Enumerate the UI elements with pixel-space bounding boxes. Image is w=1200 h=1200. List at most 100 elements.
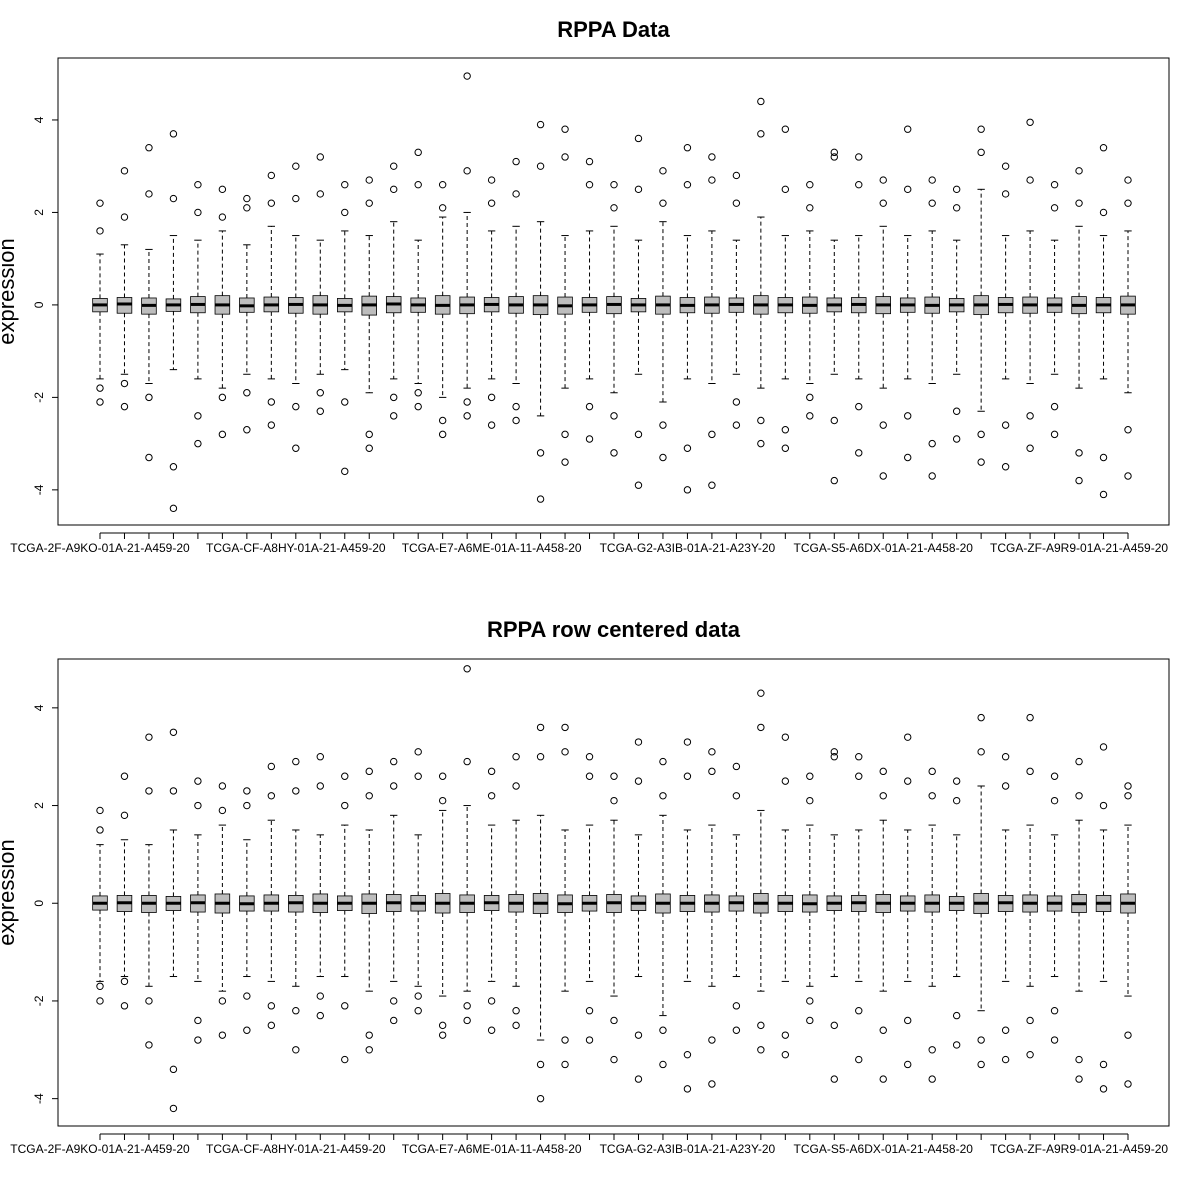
- outlier: [879, 176, 887, 184]
- outlier: [610, 1016, 618, 1025]
- outlier: [732, 1026, 741, 1034]
- outlier: [316, 190, 324, 198]
- outlier: [1050, 204, 1059, 212]
- outlier: [390, 412, 398, 420]
- outlier: [414, 148, 422, 157]
- outlier: [1001, 782, 1010, 790]
- outlier: [390, 997, 398, 1005]
- outlier: [830, 1075, 838, 1083]
- outlier: [659, 199, 667, 207]
- outlier: [659, 792, 667, 800]
- outlier: [341, 208, 349, 217]
- outlier: [390, 393, 398, 402]
- outlier: [879, 421, 887, 429]
- outlier: [952, 204, 961, 212]
- outlier: [1124, 782, 1132, 790]
- outlier: [145, 787, 153, 795]
- outlier: [512, 1007, 520, 1015]
- x-tick-label: TCGA-G2-A3IB-01A-21-A23Y-20: [600, 1142, 776, 1156]
- outlier: [1124, 199, 1132, 207]
- outlier: [634, 1031, 643, 1039]
- outlier: [977, 148, 985, 157]
- outlier: [169, 728, 178, 736]
- outlier: [512, 190, 520, 198]
- outlier: [585, 180, 594, 189]
- outlier: [194, 208, 202, 217]
- outlier: [243, 992, 251, 1000]
- outlier: [487, 199, 496, 207]
- outlier: [1050, 1036, 1059, 1044]
- outlier: [169, 194, 178, 203]
- outlier: [1026, 444, 1034, 452]
- outlier: [145, 144, 153, 152]
- y-tick-label: 4: [32, 704, 46, 711]
- y-tick-label: -4: [32, 484, 46, 495]
- outlier: [855, 1007, 863, 1015]
- outlier: [732, 199, 741, 207]
- outlier: [683, 1085, 692, 1093]
- outlier: [316, 782, 324, 790]
- outlier: [438, 1031, 447, 1039]
- outlier: [879, 792, 887, 800]
- outlier: [169, 504, 178, 513]
- outlier: [708, 481, 716, 489]
- outlier: [120, 402, 129, 411]
- outlier: [292, 787, 300, 795]
- outlier: [830, 153, 838, 161]
- outlier: [267, 421, 276, 429]
- outlier: [977, 125, 985, 133]
- outlier: [928, 767, 936, 776]
- outlier: [561, 1060, 569, 1069]
- outlier: [1050, 180, 1059, 189]
- outlier: [683, 180, 692, 189]
- outlier: [977, 458, 985, 466]
- outlier: [512, 416, 520, 425]
- outlier: [1099, 453, 1108, 462]
- outlier: [659, 421, 667, 429]
- outlier: [414, 180, 422, 189]
- outlier: [292, 1046, 300, 1054]
- outlier: [708, 1080, 716, 1088]
- outlier: [1075, 199, 1083, 207]
- outlier: [904, 412, 912, 420]
- outlier: [1050, 772, 1059, 780]
- outlier: [316, 389, 324, 397]
- outlier: [683, 1050, 692, 1059]
- y-tick-label: 0: [32, 301, 46, 308]
- outlier: [1026, 767, 1034, 776]
- outlier: [487, 792, 496, 800]
- outlier: [1124, 1080, 1132, 1088]
- outlier: [120, 811, 129, 820]
- outlier: [390, 185, 398, 194]
- outlier: [438, 796, 447, 805]
- outlier: [487, 176, 496, 184]
- outlier: [218, 430, 227, 439]
- outlier: [487, 767, 496, 776]
- outlier: [512, 402, 520, 411]
- outlier: [732, 792, 741, 800]
- outlier: [390, 1016, 398, 1025]
- outlier: [806, 796, 814, 805]
- outlier: [781, 1050, 790, 1059]
- outlier: [438, 416, 447, 425]
- outlier: [218, 1031, 227, 1039]
- outlier: [561, 458, 569, 466]
- outlier: [952, 1041, 961, 1049]
- y-tick-label: -4: [32, 1093, 46, 1104]
- outlier: [928, 1046, 936, 1054]
- outlier: [610, 1055, 618, 1064]
- plot-frame: [57, 658, 1170, 1127]
- outlier: [634, 430, 643, 439]
- outlier: [757, 130, 765, 138]
- outlier: [96, 826, 104, 834]
- outlier: [267, 762, 276, 771]
- outlier: [194, 439, 202, 448]
- outlier: [536, 120, 545, 129]
- outlier: [1075, 792, 1083, 800]
- outlier: [1026, 176, 1034, 184]
- outlier: [365, 430, 373, 439]
- outlier: [316, 153, 324, 161]
- outlier: [806, 180, 814, 189]
- outlier: [414, 992, 422, 1000]
- outlier: [928, 1075, 936, 1083]
